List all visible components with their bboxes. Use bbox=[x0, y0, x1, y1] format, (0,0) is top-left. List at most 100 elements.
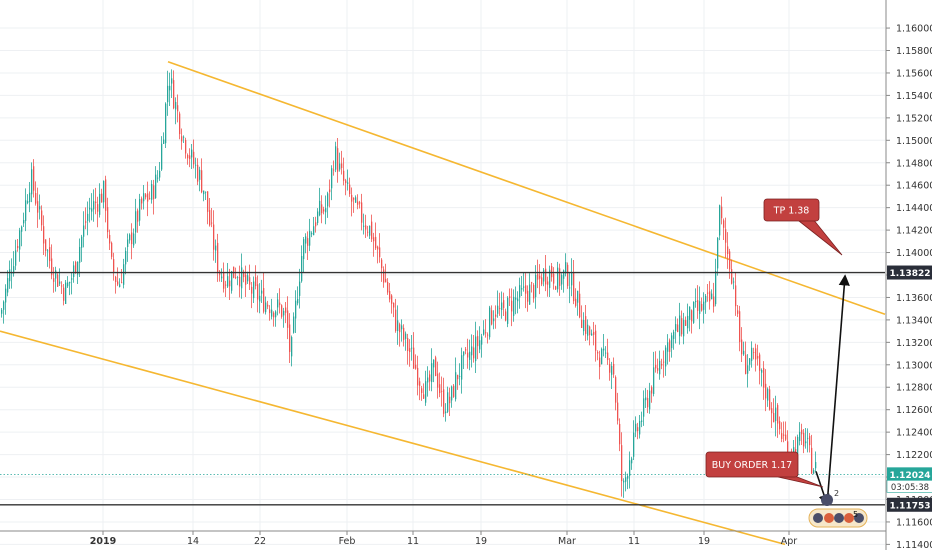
candle-body bbox=[703, 301, 705, 310]
candle-body bbox=[615, 377, 617, 403]
candle-body bbox=[43, 226, 45, 244]
candle-body bbox=[589, 326, 591, 335]
candle-body bbox=[119, 284, 121, 287]
candle-body bbox=[487, 334, 489, 336]
candle-body bbox=[75, 262, 77, 273]
candle-body bbox=[405, 333, 407, 339]
candle-body bbox=[59, 281, 61, 284]
event-flag-icon[interactable] bbox=[821, 494, 833, 506]
y-tick-label: 1.15400 bbox=[896, 91, 932, 102]
candle-body bbox=[85, 221, 87, 223]
candle-body bbox=[389, 291, 391, 300]
candle-body bbox=[755, 348, 757, 360]
support-price-tag-bg[interactable] bbox=[887, 497, 932, 512]
candle-body bbox=[427, 377, 429, 383]
target-arrow[interactable] bbox=[826, 274, 850, 506]
candle-body bbox=[277, 299, 279, 308]
candle-body bbox=[649, 390, 651, 410]
candle-body bbox=[561, 275, 563, 285]
candle-body bbox=[529, 284, 531, 305]
x-tick-label: Mar bbox=[558, 536, 576, 547]
candle-body bbox=[743, 350, 745, 355]
candle-body bbox=[525, 285, 527, 294]
candle-body bbox=[1, 309, 3, 314]
event-badges[interactable]: 25 bbox=[808, 489, 868, 528]
candle-body bbox=[749, 358, 751, 365]
y-tick-label: 1.12200 bbox=[896, 450, 932, 461]
candle-body bbox=[699, 301, 701, 314]
candle-body bbox=[77, 261, 79, 275]
candle-body bbox=[49, 247, 51, 262]
callout-annotations[interactable]: TP 1.38 BUY ORDER 1.17 bbox=[705, 198, 843, 488]
candle-body bbox=[221, 276, 223, 279]
time-axis[interactable]: 2019 14 22 Feb 11 19 Mar 11 19 Apr bbox=[0, 530, 886, 547]
candle-body bbox=[385, 278, 387, 283]
candle-body bbox=[217, 242, 219, 273]
candle-body bbox=[135, 211, 137, 233]
candle-body bbox=[495, 314, 497, 317]
candle-body bbox=[349, 184, 351, 195]
event-flag-icon[interactable] bbox=[844, 513, 854, 523]
buy-order-callout-text: BUY ORDER 1.17 bbox=[712, 460, 792, 471]
resistance-price-tag-bg[interactable] bbox=[887, 265, 932, 280]
candle-body bbox=[91, 208, 93, 212]
candle-body bbox=[707, 292, 709, 294]
candle-body bbox=[459, 376, 461, 377]
candle-body bbox=[513, 296, 515, 316]
candle-body bbox=[709, 291, 711, 302]
candle-body bbox=[585, 316, 587, 334]
candle-body bbox=[651, 387, 653, 394]
candle-body bbox=[555, 286, 557, 290]
candle-body bbox=[89, 207, 91, 210]
candle-body bbox=[301, 256, 303, 282]
tp-callout-box[interactable] bbox=[763, 198, 820, 222]
channel-lower-line[interactable] bbox=[0, 330, 786, 546]
candle-body bbox=[715, 270, 717, 305]
event-flag-icon[interactable] bbox=[824, 513, 834, 523]
candle-body bbox=[499, 308, 501, 309]
candle-body bbox=[481, 336, 483, 345]
candle-body bbox=[579, 293, 581, 318]
candle-body bbox=[683, 319, 685, 337]
candle-body bbox=[227, 276, 229, 287]
candle-body bbox=[489, 307, 491, 338]
candle-body bbox=[11, 273, 13, 274]
candle-body bbox=[323, 209, 325, 212]
y-tick-label: 1.11400 bbox=[896, 540, 932, 550]
candle-body bbox=[421, 388, 423, 393]
y-tick-label: 1.14800 bbox=[896, 158, 932, 169]
buy-order-callout-box[interactable] bbox=[705, 451, 799, 478]
event-flag-icon[interactable] bbox=[813, 513, 823, 523]
candle-body bbox=[493, 318, 495, 322]
event-flag-icon[interactable] bbox=[854, 513, 864, 523]
horizontal-levels[interactable] bbox=[0, 271, 885, 506]
candle-body bbox=[419, 381, 421, 386]
price-axis[interactable]: 1.16000 1.15800 1.15600 1.15400 1.15200 1.150… bbox=[885, 0, 932, 551]
y-tick-label: 1.13400 bbox=[896, 315, 932, 326]
candle-body bbox=[67, 282, 69, 287]
candle-body bbox=[721, 206, 723, 219]
candle-body bbox=[711, 293, 713, 300]
candle-body bbox=[255, 277, 257, 287]
candle-body bbox=[541, 277, 543, 285]
candle-body bbox=[181, 136, 183, 142]
candle-body bbox=[251, 286, 253, 294]
candle-body bbox=[447, 392, 449, 412]
candle-body bbox=[537, 274, 539, 280]
current-price-tag-bg[interactable] bbox=[887, 467, 932, 482]
candle-body bbox=[123, 264, 125, 285]
candle-body bbox=[517, 298, 519, 302]
candle-body bbox=[559, 268, 561, 286]
candle-body bbox=[403, 327, 405, 340]
candle-body bbox=[359, 202, 361, 204]
candle-body bbox=[101, 193, 103, 203]
candle-body bbox=[139, 199, 141, 221]
candle-body bbox=[145, 194, 147, 198]
candle-body bbox=[519, 285, 521, 298]
candle-body bbox=[395, 309, 397, 331]
event-flag-icon[interactable] bbox=[834, 513, 844, 523]
candle-body bbox=[667, 342, 669, 352]
candle-body bbox=[327, 193, 329, 207]
